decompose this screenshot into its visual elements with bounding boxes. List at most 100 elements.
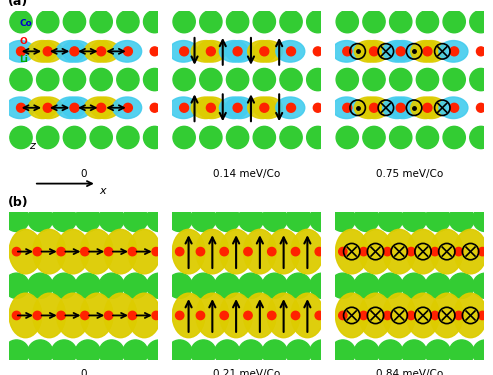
Circle shape	[478, 248, 487, 256]
Circle shape	[389, 68, 412, 91]
Circle shape	[315, 311, 323, 320]
Circle shape	[286, 104, 295, 112]
Circle shape	[307, 126, 329, 148]
Circle shape	[238, 340, 264, 365]
Circle shape	[354, 206, 379, 231]
Circle shape	[416, 126, 439, 148]
Ellipse shape	[276, 97, 305, 118]
Ellipse shape	[90, 40, 119, 62]
Ellipse shape	[128, 293, 161, 338]
Circle shape	[396, 104, 405, 112]
Ellipse shape	[80, 293, 113, 338]
Ellipse shape	[359, 293, 392, 338]
Circle shape	[307, 10, 329, 33]
Circle shape	[330, 340, 355, 365]
Circle shape	[310, 206, 335, 231]
Circle shape	[36, 68, 59, 91]
Circle shape	[63, 126, 86, 148]
Circle shape	[280, 68, 302, 91]
Circle shape	[123, 340, 148, 365]
Circle shape	[253, 68, 276, 91]
Circle shape	[260, 47, 269, 56]
Circle shape	[383, 311, 391, 320]
Circle shape	[97, 104, 106, 112]
Circle shape	[28, 340, 53, 365]
Circle shape	[262, 273, 287, 298]
Circle shape	[51, 273, 77, 298]
Circle shape	[179, 104, 189, 112]
Circle shape	[90, 68, 112, 91]
Ellipse shape	[28, 97, 57, 118]
Text: x: x	[99, 186, 106, 196]
Circle shape	[36, 10, 59, 33]
Circle shape	[36, 126, 59, 148]
Circle shape	[105, 248, 113, 256]
Circle shape	[17, 104, 26, 112]
Circle shape	[146, 340, 172, 365]
Circle shape	[359, 248, 368, 256]
Circle shape	[150, 47, 159, 56]
Circle shape	[244, 311, 252, 320]
Circle shape	[307, 68, 329, 91]
Ellipse shape	[276, 40, 305, 62]
Ellipse shape	[267, 230, 300, 274]
Circle shape	[470, 10, 492, 33]
Circle shape	[226, 10, 249, 33]
Ellipse shape	[388, 97, 418, 118]
Circle shape	[99, 206, 124, 231]
Circle shape	[123, 104, 132, 112]
Circle shape	[99, 273, 124, 298]
Ellipse shape	[439, 97, 468, 118]
Circle shape	[291, 311, 300, 320]
Circle shape	[363, 126, 385, 148]
Circle shape	[450, 104, 458, 112]
Ellipse shape	[383, 230, 416, 274]
Circle shape	[28, 206, 53, 231]
Circle shape	[449, 273, 474, 298]
Circle shape	[425, 206, 451, 231]
Circle shape	[416, 10, 439, 33]
Circle shape	[443, 68, 465, 91]
Circle shape	[207, 104, 215, 112]
Text: (a): (a)	[7, 0, 28, 8]
Ellipse shape	[417, 97, 446, 118]
Ellipse shape	[219, 40, 248, 62]
Ellipse shape	[56, 40, 85, 62]
Circle shape	[99, 340, 124, 365]
Ellipse shape	[33, 293, 66, 338]
Circle shape	[378, 206, 403, 231]
Ellipse shape	[56, 97, 85, 118]
Circle shape	[226, 126, 249, 148]
Ellipse shape	[247, 40, 277, 62]
Circle shape	[253, 126, 276, 148]
Ellipse shape	[84, 97, 113, 118]
Circle shape	[167, 206, 192, 231]
Text: z: z	[29, 141, 35, 151]
Circle shape	[51, 340, 77, 365]
Text: 0.84 meV/Co: 0.84 meV/Co	[376, 369, 443, 375]
Text: Li: Li	[20, 55, 29, 64]
Circle shape	[63, 10, 86, 33]
Circle shape	[268, 248, 276, 256]
Ellipse shape	[113, 40, 141, 62]
Text: 0.75 meV/Co: 0.75 meV/Co	[376, 169, 443, 178]
Circle shape	[220, 311, 228, 320]
Circle shape	[314, 47, 322, 56]
Ellipse shape	[407, 230, 439, 274]
Ellipse shape	[332, 40, 361, 62]
Ellipse shape	[90, 97, 119, 118]
Ellipse shape	[335, 230, 368, 274]
Circle shape	[383, 248, 391, 256]
Circle shape	[10, 126, 32, 148]
Ellipse shape	[354, 40, 383, 62]
Circle shape	[146, 273, 172, 298]
Ellipse shape	[430, 293, 463, 338]
Circle shape	[146, 206, 172, 231]
Text: 0.21 meV/Co: 0.21 meV/Co	[213, 369, 280, 375]
Circle shape	[75, 273, 101, 298]
Ellipse shape	[62, 40, 91, 62]
Text: (b): (b)	[7, 195, 28, 208]
Circle shape	[214, 273, 240, 298]
Circle shape	[117, 10, 139, 33]
Circle shape	[17, 47, 26, 56]
